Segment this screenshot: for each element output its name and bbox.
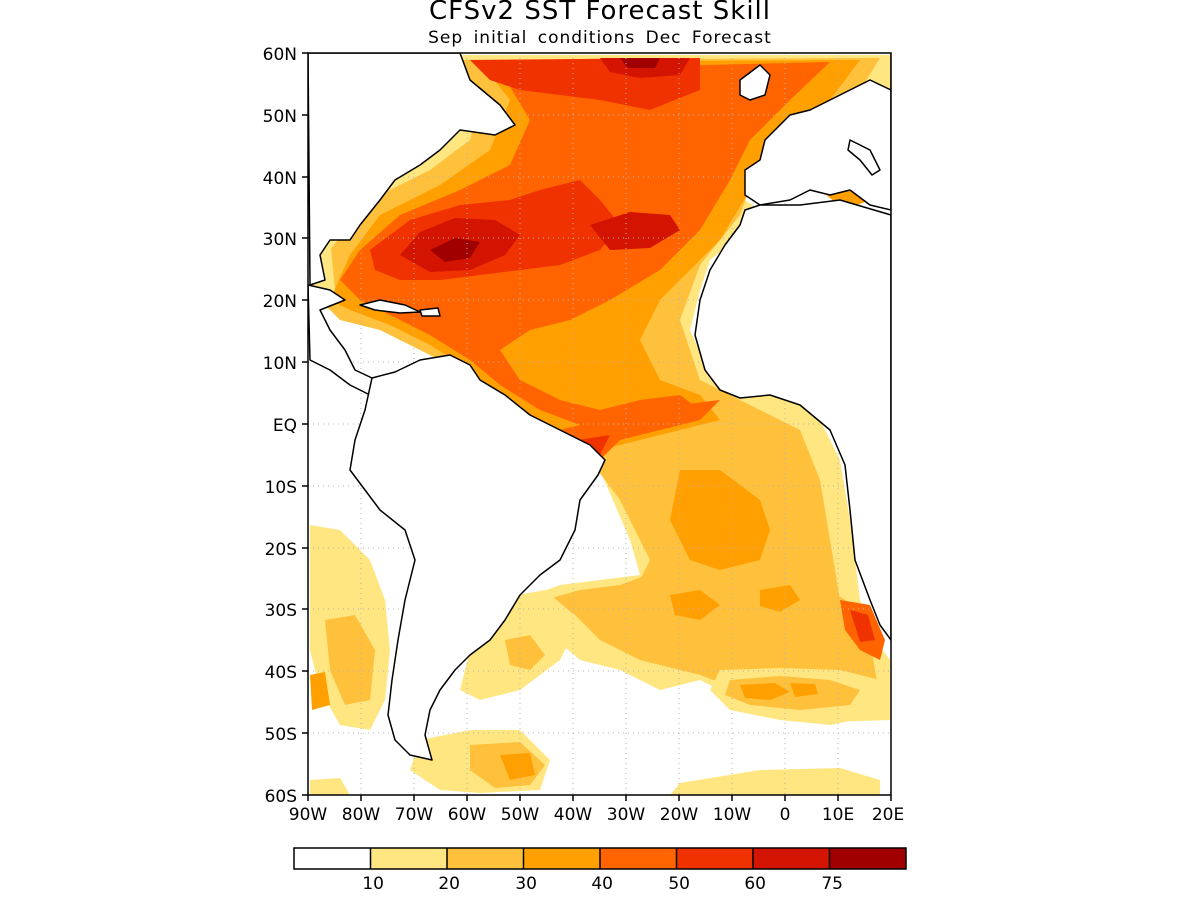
lat-label: 20S	[265, 540, 297, 560]
skill-region-south-atlantic	[505, 635, 545, 670]
hispaniola-island	[419, 307, 441, 317]
skill-region-south-atlantic	[740, 683, 790, 700]
skill-region-southern-ocean	[310, 778, 350, 795]
europe-land	[744, 53, 891, 211]
skill-region-east-pacific	[310, 672, 330, 710]
lat-label: 60S	[265, 787, 297, 807]
lon-label: 50W	[501, 805, 540, 825]
colorbar-tick-label: 75	[821, 874, 843, 894]
colorbar-swatch	[370, 848, 447, 869]
colorbar-swatch	[600, 848, 677, 869]
lon-label: 10E	[822, 805, 854, 825]
lon-label: 20E	[872, 805, 904, 825]
lon-label: 60W	[448, 805, 487, 825]
colorbar: 10 20 30 40 50 60 75	[293, 847, 907, 894]
continents	[308, 53, 891, 761]
colorbar-tick-label: 10	[362, 874, 384, 894]
lon-label: 40W	[554, 805, 593, 825]
lon-label: 20W	[660, 805, 699, 825]
lat-label: 30N	[263, 230, 297, 250]
north-america-land	[308, 53, 516, 286]
british-isles-land	[739, 64, 771, 101]
colorbar-swatch	[523, 848, 600, 869]
colorbar-swatch	[829, 848, 906, 869]
colorbar-tick-label: 60	[744, 874, 766, 894]
lat-label: 20N	[263, 292, 297, 312]
map-title: CFSv2 SST Forecast Skill	[428, 0, 772, 26]
skill-region-south-atlantic	[670, 590, 720, 620]
lon-label: 30W	[607, 805, 646, 825]
lat-label: 10S	[265, 478, 297, 498]
lat-label: 30S	[265, 601, 297, 621]
colorbar-tick-label: 50	[668, 874, 690, 894]
lon-label: 70W	[395, 805, 434, 825]
colorbar-swatch	[447, 848, 524, 869]
colorbar-tick-label: 30	[515, 874, 537, 894]
south-america-land	[349, 354, 606, 761]
colorbar-swatch	[676, 848, 753, 869]
skill-region-north-atlantic	[620, 58, 660, 68]
latitude-labels: 60N 50N 40N 30N 20N 10N EQ 10S 20S 30S 4…	[263, 45, 297, 807]
central-america-land	[308, 284, 381, 396]
lat-label: 50N	[263, 107, 297, 127]
lat-label: EQ	[273, 416, 297, 436]
skill-region-north-atlantic	[590, 212, 680, 250]
skill-region-south-atlantic	[760, 585, 800, 612]
lat-label: 40N	[263, 169, 297, 189]
skill-region-south-atlantic	[670, 470, 770, 570]
lat-label: 40S	[265, 663, 297, 683]
colorbar-tick-label: 20	[438, 874, 460, 894]
skill-region-southern-ocean	[670, 768, 880, 795]
skill-region-south-atlantic	[790, 683, 818, 697]
lat-label: 60N	[263, 45, 297, 65]
skill-region-benguela	[850, 610, 875, 642]
colorbar-tick-label: 40	[591, 874, 613, 894]
axis-ticks	[302, 52, 892, 801]
lat-label: 50S	[265, 725, 297, 745]
lon-label: 10W	[713, 805, 752, 825]
sicily-italy-land	[847, 139, 881, 176]
lon-label: 0	[780, 805, 791, 825]
africa-land	[694, 199, 891, 641]
lon-label: 90W	[289, 805, 328, 825]
lat-label: 10N	[263, 354, 297, 374]
skill-region-south-atlantic	[500, 753, 535, 780]
longitude-labels: 90W 80W 70W 60W 50W 40W 30W 20W 10W 0 10…	[289, 805, 904, 825]
colorbar-swatch	[753, 848, 830, 869]
map-subtitle: Sep initial conditions Dec Forecast	[428, 28, 772, 48]
colorbar-swatch	[294, 848, 371, 869]
skill-region-east-pacific	[325, 615, 375, 705]
lon-label: 80W	[342, 805, 381, 825]
